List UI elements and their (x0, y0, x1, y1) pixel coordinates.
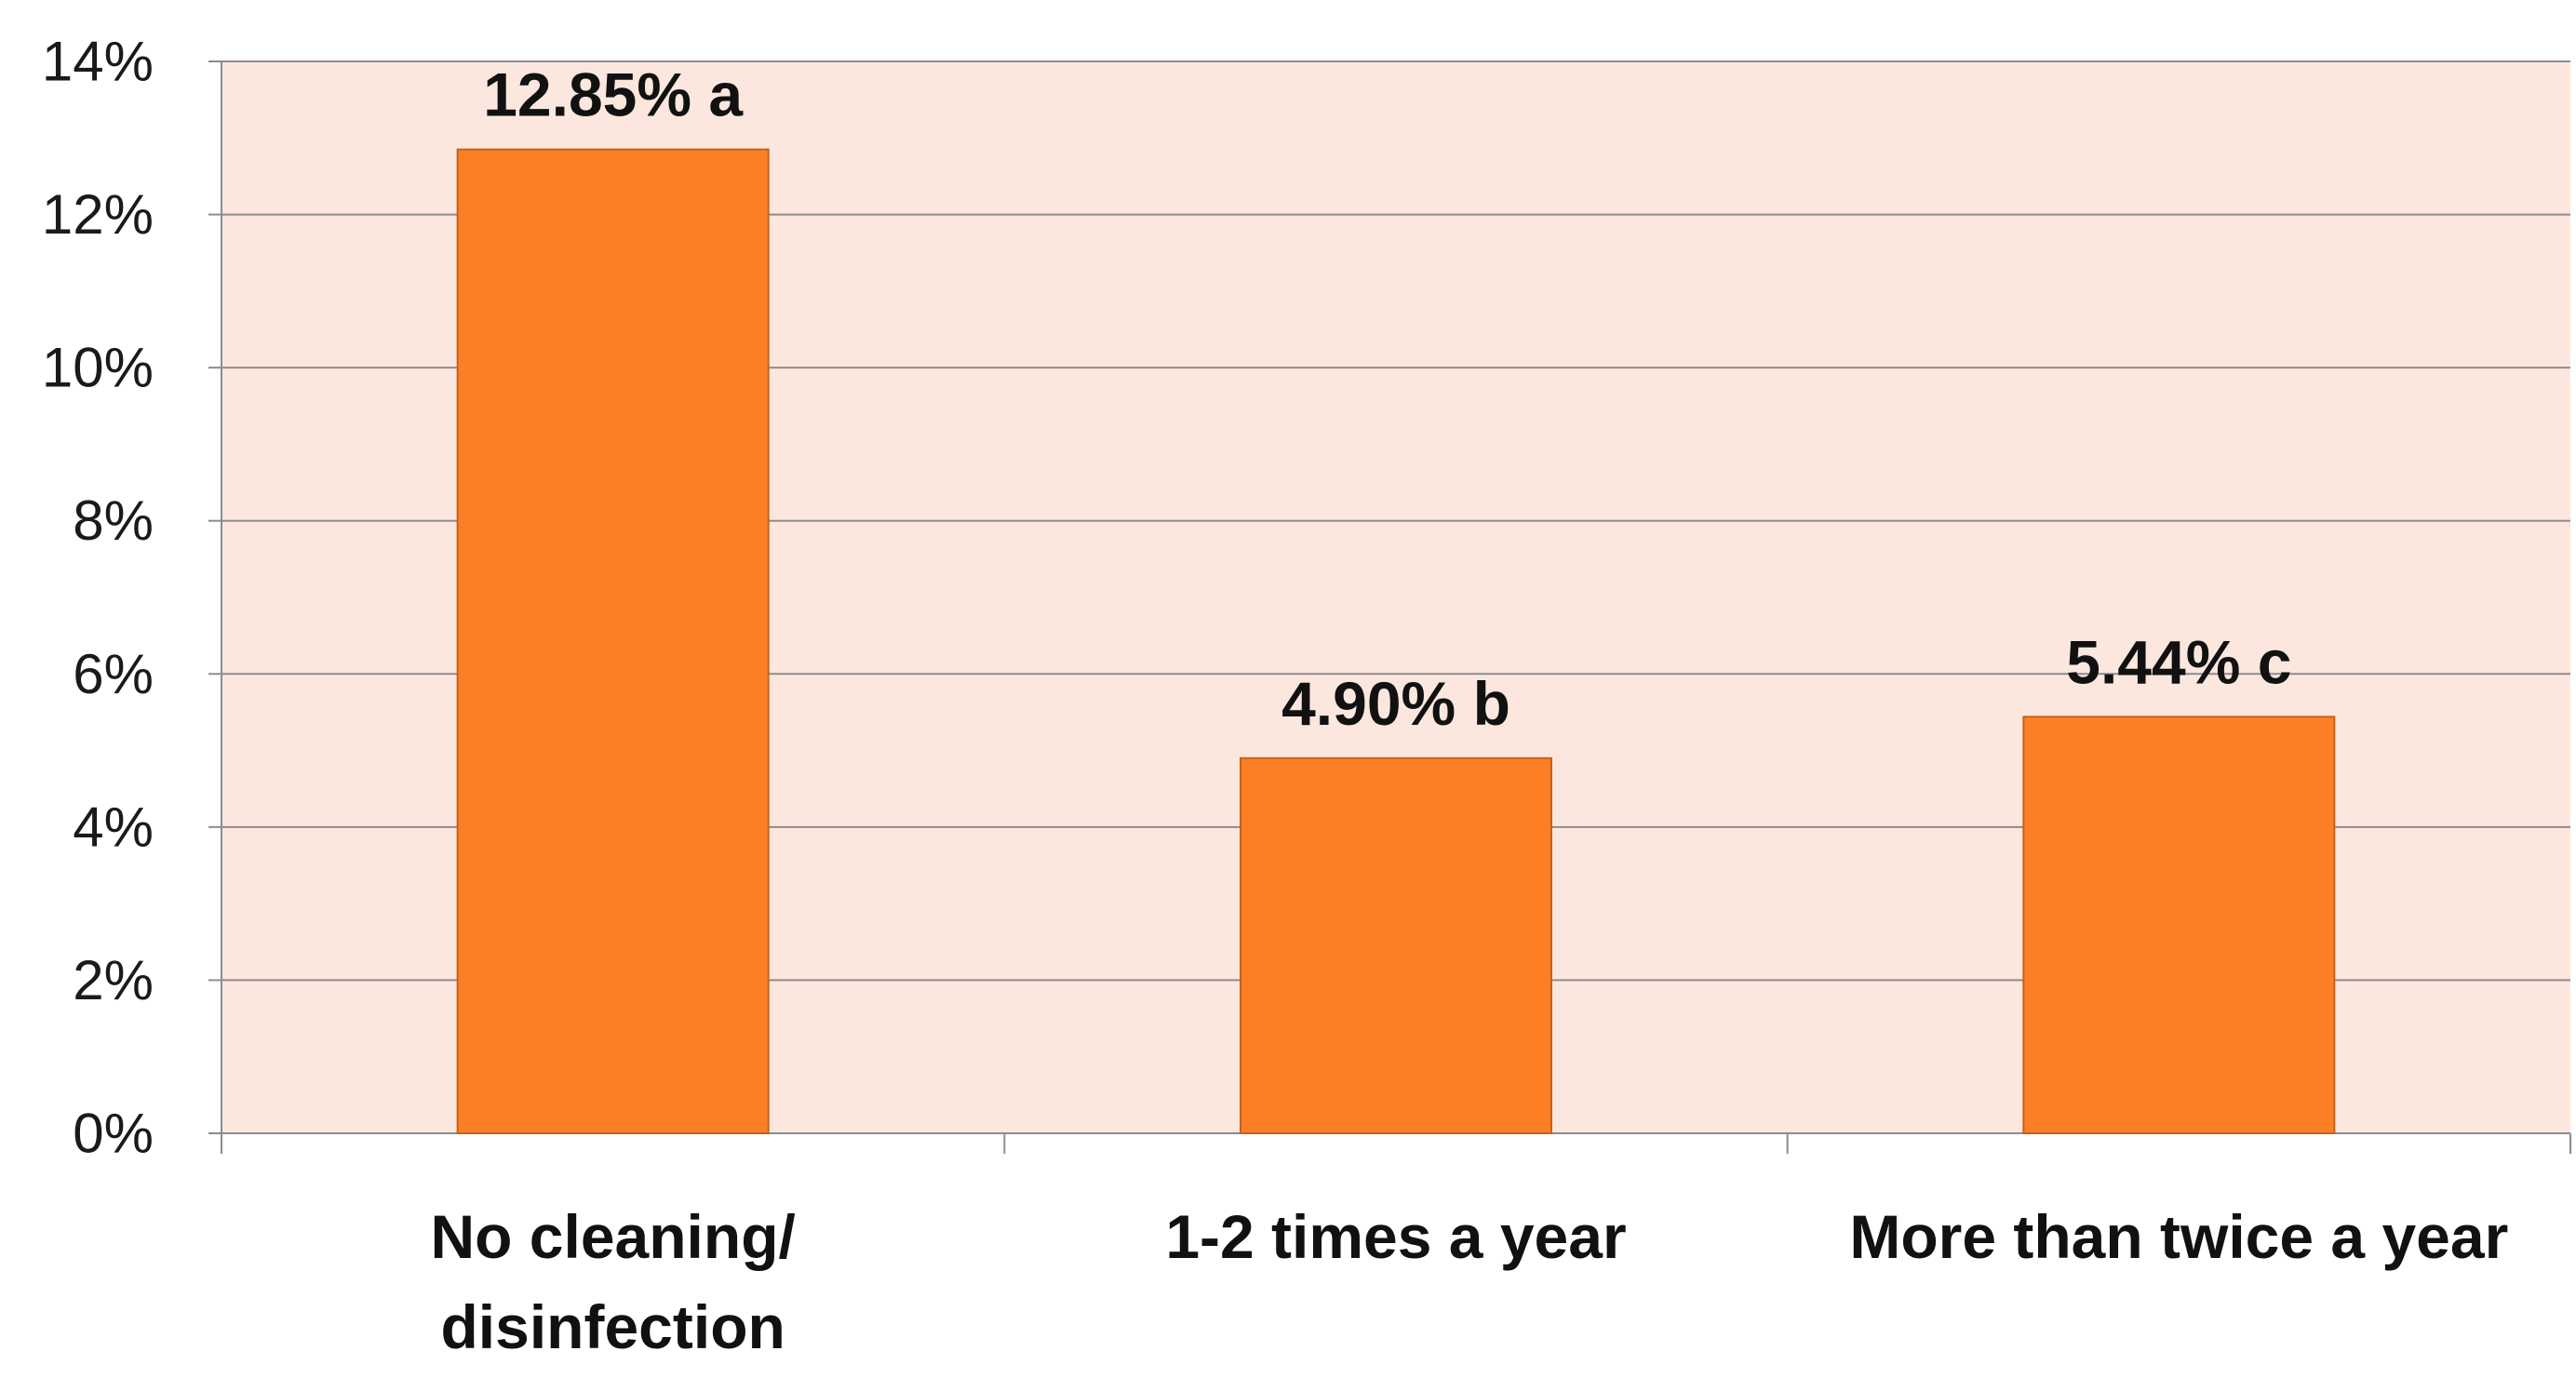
category-label: disinfection (440, 1292, 785, 1361)
bar (2022, 716, 2336, 1134)
bar (1240, 756, 1552, 1134)
y-tick-label: 8% (73, 489, 154, 552)
y-tick-label: 2% (73, 949, 154, 1011)
x-axis (221, 1132, 2571, 1154)
bars (456, 148, 2336, 1135)
data-labels: 12.85% a 4.90% b 5.44% c (483, 60, 2291, 738)
category-labels: No cleaning/disinfection 1-2 times a year… (430, 1202, 2508, 1361)
data-label: 5.44% c (2066, 627, 2291, 696)
category-label: No cleaning/ (430, 1202, 795, 1271)
category-label: More than twice a year (1849, 1202, 2508, 1271)
y-tick-label: 0% (73, 1103, 154, 1165)
data-label: 4.90% b (1281, 669, 1510, 738)
y-tick-label: 10% (42, 337, 154, 399)
data-label: 12.85% a (483, 60, 744, 129)
bar (456, 148, 770, 1135)
y-tick-label: 6% (73, 643, 154, 705)
y-axis: 0% 2% 4% 6% 8% 10% 12% 14% (42, 31, 222, 1165)
y-tick-label: 14% (42, 31, 154, 93)
y-tick-label: 4% (73, 796, 154, 858)
y-tick-label: 12% (42, 183, 154, 246)
category-label: 1-2 times a year (1165, 1202, 1626, 1271)
